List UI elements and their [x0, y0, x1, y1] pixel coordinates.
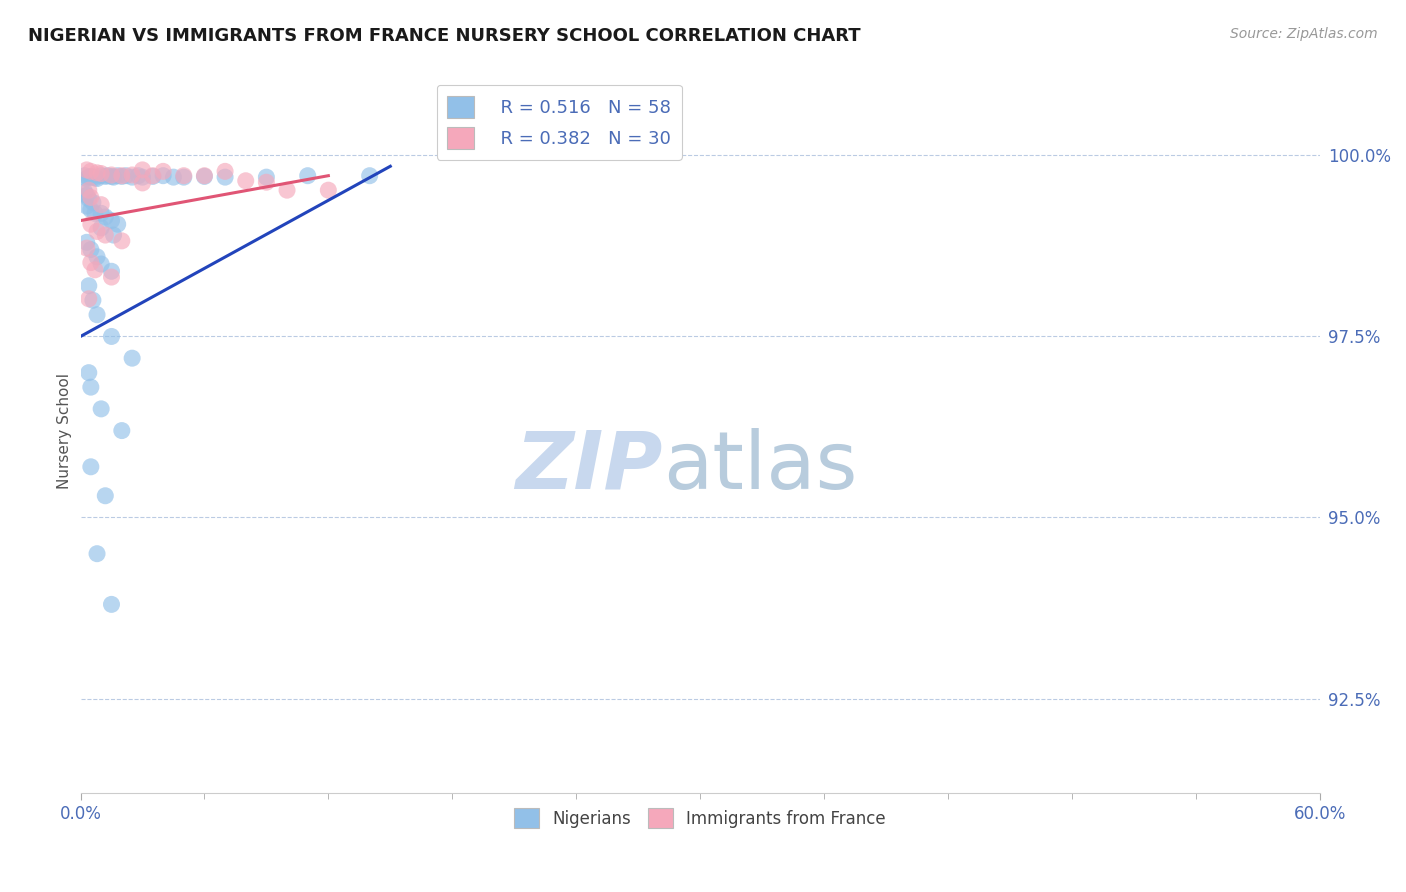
- Point: [142, 169, 165, 183]
- Point: [276, 183, 298, 197]
- Point: [82, 170, 104, 185]
- Point: [73, 185, 96, 199]
- Point: [77, 292, 100, 306]
- Point: [96, 169, 118, 183]
- Point: [86, 224, 108, 238]
- Point: [103, 170, 125, 185]
- Point: [90, 169, 112, 183]
- Point: [131, 176, 153, 190]
- Point: [80, 169, 103, 184]
- Point: [80, 255, 103, 269]
- Point: [80, 202, 103, 217]
- Point: [107, 169, 129, 183]
- Point: [297, 169, 319, 183]
- Point: [86, 250, 108, 264]
- Point: [100, 598, 122, 612]
- Point: [100, 169, 122, 184]
- Point: [318, 183, 340, 197]
- Point: [84, 262, 107, 277]
- Point: [94, 228, 117, 243]
- Point: [80, 217, 103, 231]
- Point: [173, 170, 195, 185]
- Point: [235, 174, 257, 188]
- Point: [80, 380, 103, 394]
- Point: [100, 213, 122, 227]
- Point: [86, 166, 108, 180]
- Point: [94, 489, 117, 503]
- Point: [76, 171, 98, 186]
- Point: [76, 235, 98, 250]
- Point: [115, 169, 138, 183]
- Point: [73, 169, 96, 183]
- Point: [173, 169, 195, 183]
- Point: [80, 164, 103, 178]
- Point: [84, 170, 107, 185]
- Text: ZIP: ZIP: [516, 428, 662, 506]
- Point: [127, 169, 149, 183]
- Point: [90, 197, 112, 211]
- Point: [100, 264, 122, 278]
- Point: [100, 168, 122, 182]
- Point: [80, 243, 103, 257]
- Point: [111, 169, 134, 183]
- Point: [90, 167, 112, 181]
- Point: [100, 329, 122, 343]
- Point: [77, 192, 100, 206]
- Point: [121, 168, 143, 182]
- Point: [214, 164, 236, 178]
- Point: [77, 183, 100, 197]
- Point: [193, 169, 215, 183]
- Point: [152, 169, 174, 183]
- Point: [76, 241, 98, 255]
- Point: [80, 190, 103, 204]
- Point: [82, 195, 104, 210]
- Point: [94, 210, 117, 224]
- Point: [152, 164, 174, 178]
- Point: [76, 162, 98, 177]
- Point: [77, 170, 100, 185]
- Legend: Nigerians, Immigrants from France: Nigerians, Immigrants from France: [508, 801, 893, 835]
- Point: [214, 170, 236, 185]
- Point: [90, 257, 112, 271]
- Point: [359, 169, 381, 183]
- Point: [82, 293, 104, 308]
- Point: [94, 169, 117, 184]
- Point: [131, 162, 153, 177]
- Point: [80, 459, 103, 474]
- Point: [254, 175, 277, 189]
- Y-axis label: Nursery School: Nursery School: [58, 373, 72, 489]
- Point: [254, 170, 277, 185]
- Text: NIGERIAN VS IMMIGRANTS FROM FRANCE NURSERY SCHOOL CORRELATION CHART: NIGERIAN VS IMMIGRANTS FROM FRANCE NURSE…: [28, 27, 860, 45]
- Text: atlas: atlas: [662, 428, 858, 506]
- Point: [90, 401, 112, 416]
- Point: [100, 270, 122, 285]
- Point: [111, 234, 134, 248]
- Text: Source: ZipAtlas.com: Source: ZipAtlas.com: [1230, 27, 1378, 41]
- Point: [103, 228, 125, 243]
- Point: [77, 366, 100, 380]
- Point: [193, 169, 215, 184]
- Point: [107, 217, 129, 231]
- Point: [86, 171, 108, 186]
- Point: [111, 169, 134, 184]
- Point: [131, 170, 153, 185]
- Point: [121, 170, 143, 185]
- Point: [90, 206, 112, 220]
- Point: [90, 220, 112, 235]
- Point: [121, 351, 143, 366]
- Point: [86, 308, 108, 322]
- Point: [142, 169, 165, 184]
- Point: [86, 547, 108, 561]
- Point: [77, 278, 100, 293]
- Point: [162, 170, 184, 185]
- Point: [84, 206, 107, 220]
- Point: [76, 199, 98, 213]
- Point: [76, 188, 98, 202]
- Point: [111, 424, 134, 438]
